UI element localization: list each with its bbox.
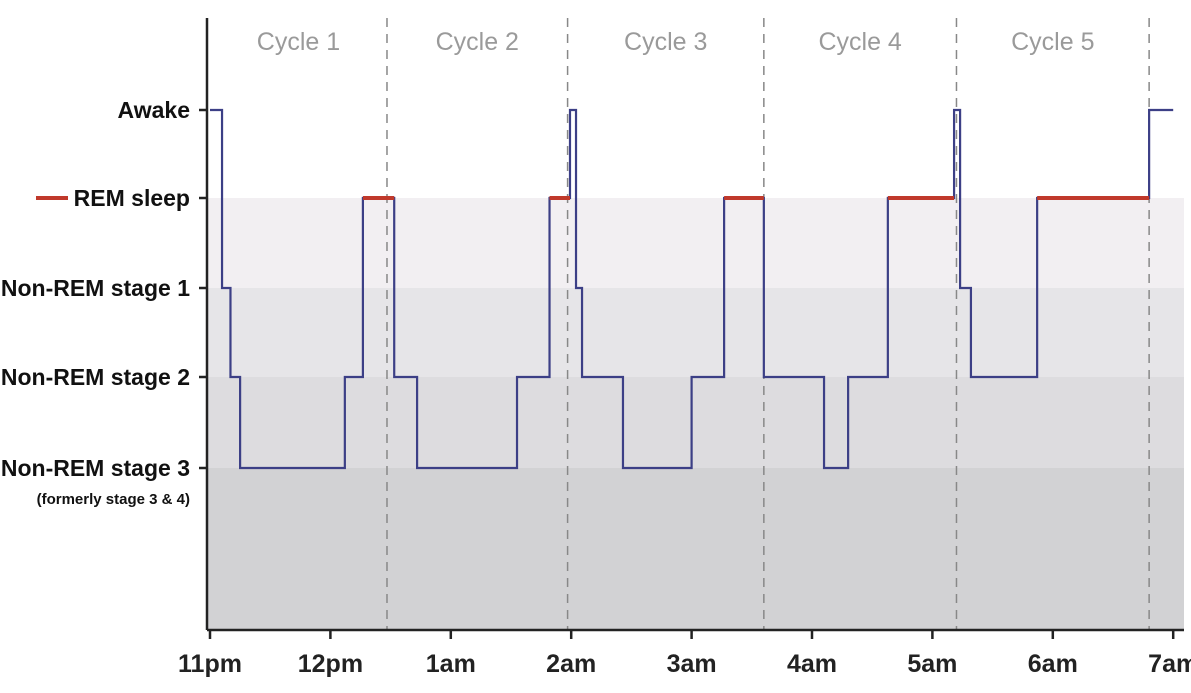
y-sublabel-nrem3: (formerly stage 3 & 4) (37, 491, 190, 508)
x-tick-label-7am: 7am (1148, 650, 1191, 678)
y-label-nrem1: Non-REM stage 1 (1, 275, 190, 301)
x-tick-label-1am: 1am (426, 650, 476, 678)
cycle-labels: Cycle 1 Cycle 2 Cycle 3 Cycle 4 Cycle 5 (257, 28, 1095, 56)
cycle-label-2: Cycle 2 (436, 28, 519, 56)
band-nrem3 (207, 468, 1184, 630)
x-tick-label-2am: 2am (546, 650, 596, 678)
y-label-rem: REM sleep (74, 185, 190, 211)
hypnogram-series (210, 108, 1174, 470)
y-label-awake: Awake (118, 97, 190, 123)
x-tick-label-4am: 4am (787, 650, 837, 678)
x-tick-label-5am: 5am (907, 650, 957, 678)
x-tick-label-11pm: 11pm (178, 650, 242, 678)
cycle-label-3: Cycle 3 (624, 28, 707, 56)
y-label-nrem2: Non-REM stage 2 (1, 364, 190, 390)
stage-bands (207, 198, 1184, 630)
hypnogram-line-1 (210, 108, 1174, 470)
x-tick-label-12pm: 12pm (298, 650, 363, 678)
cycle-label-4: Cycle 4 (818, 28, 901, 56)
x-axis-ticks: 11pm 12pm 1am 2am 3am 4am 5am 6am 7am (178, 630, 1191, 678)
cycle-label-5: Cycle 5 (1011, 28, 1094, 56)
y-axis-ticks: Awake REM sleep Non-REM stage 1 Non-REM sta… (1, 97, 207, 508)
cycle-label-1: Cycle 1 (257, 28, 340, 56)
y-label-nrem3: Non-REM stage 3 (1, 455, 190, 481)
band-nrem1 (207, 288, 1184, 377)
band-nrem2 (207, 377, 1184, 468)
x-tick-label-6am: 6am (1028, 650, 1078, 678)
x-tick-label-3am: 3am (667, 650, 717, 678)
band-rem (207, 198, 1184, 288)
axes (205, 18, 1184, 632)
